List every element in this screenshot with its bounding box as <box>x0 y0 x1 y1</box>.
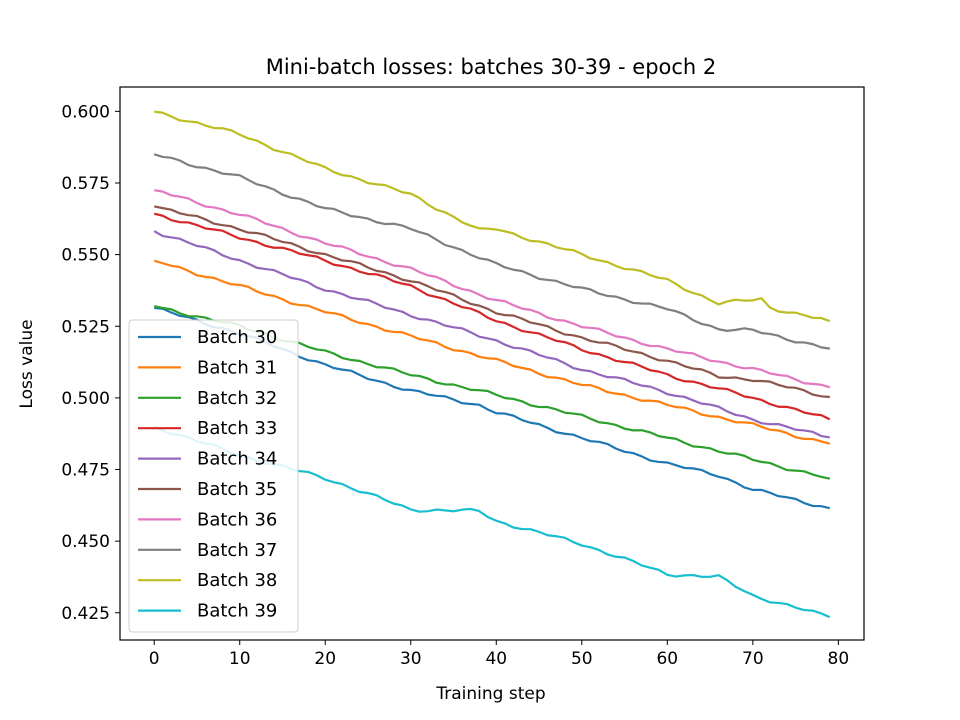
legend-label: Batch 35 <box>197 479 277 500</box>
chart-title: Mini-batch losses: batches 30-39 - epoch… <box>266 55 717 79</box>
y-axis-label: Loss value <box>17 319 37 408</box>
x-tick-label: 40 <box>485 649 507 669</box>
legend-label: Batch 30 <box>197 327 277 348</box>
series-line-34 <box>153 230 830 439</box>
series-line-31 <box>153 259 831 445</box>
series-line-35 <box>154 205 830 399</box>
x-axis-label: Training step <box>435 684 545 704</box>
y-tick-label: 0.550 <box>61 246 110 266</box>
x-tick-label: 70 <box>742 649 764 669</box>
y-tick-label: 0.475 <box>61 461 110 481</box>
series-line-33 <box>153 212 831 421</box>
legend-label: Batch 36 <box>197 509 277 530</box>
legend-label: Batch 34 <box>197 449 277 470</box>
series-line-37 <box>153 153 830 350</box>
legend-label: Batch 39 <box>197 601 277 622</box>
y-tick-label: 0.425 <box>61 604 110 624</box>
legend-label: Batch 38 <box>197 570 277 591</box>
x-tick-label: 10 <box>229 649 251 669</box>
x-tick-label: 50 <box>571 649 593 669</box>
x-tick-label: 30 <box>400 649 422 669</box>
x-tick-label: 80 <box>828 649 850 669</box>
legend-label: Batch 33 <box>197 418 277 439</box>
legend-label: Batch 31 <box>197 357 277 378</box>
legend: Batch 30 Batch 31 Batch 32 Batch 33 Batch 34… <box>128 319 299 633</box>
x-axis: 0 10 20 30 40 50 60 70 80 <box>149 640 849 669</box>
y-tick-label: 0.500 <box>61 389 110 409</box>
y-tick-label: 0.600 <box>61 102 110 122</box>
plot-frame <box>119 86 865 641</box>
series-line-38 <box>154 110 831 323</box>
y-tick-label: 0.525 <box>61 317 110 337</box>
y-tick-label: 0.575 <box>61 174 110 194</box>
y-tick-label: 0.450 <box>61 532 110 552</box>
x-tick-label: 20 <box>314 649 336 669</box>
legend-label: Batch 37 <box>197 540 277 561</box>
series-line-36 <box>154 189 831 389</box>
legend-label: Batch 32 <box>197 388 277 409</box>
x-tick-label: 60 <box>656 649 678 669</box>
y-axis: 0.425 0.450 0.475 0.500 0.525 0.550 0.575 0.600 <box>61 102 120 624</box>
x-tick-label: 0 <box>149 649 160 669</box>
